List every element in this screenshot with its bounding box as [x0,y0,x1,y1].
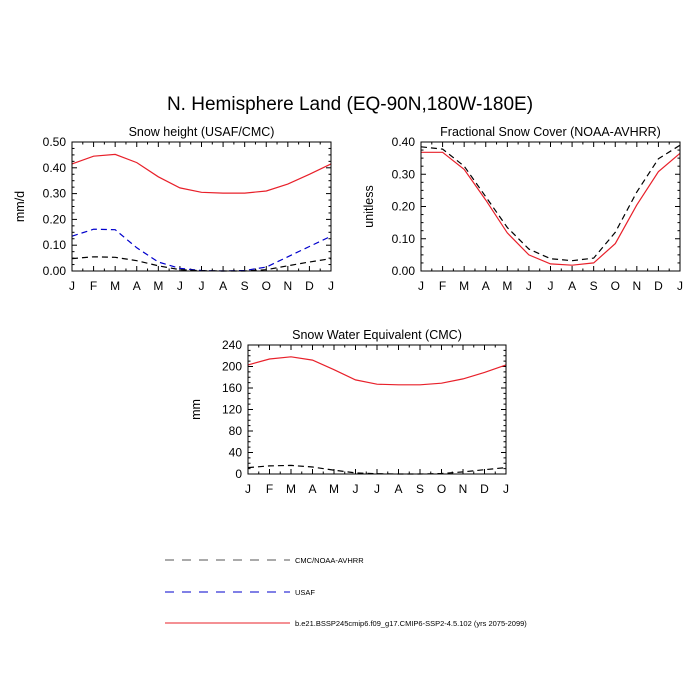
y-tick-label: 40 [229,446,243,460]
x-tick-label: D [480,482,489,496]
x-tick-label: J [548,279,554,293]
x-tick-label: A [482,279,490,293]
legend-label: CMC/NOAA-AVHRR [295,556,364,565]
x-tick-label: J [374,482,380,496]
x-tick-label: J [526,279,532,293]
x-tick-label: J [503,482,509,496]
y-tick-label: 0.00 [43,264,67,278]
x-tick-label: M [459,279,469,293]
x-tick-label: S [416,482,424,496]
y-tick-label: 0.10 [392,232,416,246]
x-tick-label: S [590,279,598,293]
series-line-obs [247,464,507,475]
panel-1: Snow height (USAF/CMC)mm/dJ F M A M J J A S O N D J0… [13,125,334,293]
series-line-model [71,153,332,194]
y-tick-label: 0.20 [392,200,416,214]
series-line-model [421,151,681,266]
x-tick-label: M [286,482,296,496]
y-tick-label: 0.40 [392,135,416,149]
y-tick-label: 160 [222,381,242,395]
plot-frame [247,344,507,475]
x-tick-label: A [133,279,141,293]
panel-2: Fractional Snow Cover (NOAA-AVHRR) unitle… [362,125,683,293]
x-tick-label: O [262,279,271,293]
legend: CMC/NOAA-AVHRR USAF b.e21.BSSP245cmip6.f09… [165,556,527,628]
y-tick-label: 120 [222,403,242,417]
y-tick-label: 0.20 [43,212,67,226]
x-tick-label: M [153,279,163,293]
x-tick-label: N [632,279,641,293]
x-tick-label: D [305,279,314,293]
x-tick-label: J [677,279,683,293]
legend-entry: CMC/NOAA-AVHRR [165,556,364,565]
legend-entry: b.e21.BSSP245cmip6.f09_g17.CMIP6-SSP2-4.… [165,619,527,628]
plot-frame [71,141,332,272]
y-tick-label: 240 [222,338,242,352]
figure-title: N. Hemisphere Land (EQ-90N,180W-180E) [167,94,533,115]
y-tick-label: 80 [229,424,243,438]
x-tick-label: D [654,279,663,293]
y-tick-label: 0.00 [392,264,416,278]
x-tick-label: M [329,482,339,496]
x-tick-label: F [439,279,446,293]
series-line-model [247,356,507,386]
x-tick-label: M [502,279,512,293]
panel-title: Snow Water Equivalent (CMC) [292,328,462,342]
plot-frame [420,141,681,272]
x-tick-label: J [328,279,334,293]
panel-3: Snow Water Equivalent (CMC)mmJ F M A M J J A S O N… [189,328,509,496]
x-tick-label: J [69,279,75,293]
x-tick-label: A [394,482,402,496]
x-tick-label: A [308,482,316,496]
x-tick-label: F [266,482,273,496]
y-axis-label: unitless [362,185,376,227]
x-tick-label: A [568,279,576,293]
x-tick-label: N [283,279,292,293]
x-tick-label: J [199,279,205,293]
x-tick-label: O [437,482,446,496]
x-tick-label: J [177,279,183,293]
x-tick-label: A [219,279,227,293]
panel-title: Snow height (USAF/CMC) [129,125,275,139]
y-tick-label: 0.10 [43,238,67,252]
legend-label: b.e21.BSSP245cmip6.f09_g17.CMIP6-SSP2-4.… [295,619,527,628]
y-tick-label: 0.40 [43,161,67,175]
x-tick-label: F [90,279,97,293]
x-tick-label: O [611,279,620,293]
x-tick-label: J [353,482,359,496]
series-line-obs [420,144,681,262]
y-tick-label: 0.50 [43,135,67,149]
x-tick-label: N [459,482,468,496]
x-tick-label: J [418,279,424,293]
panels: Snow height (USAF/CMC)mm/dJ F M A M J J A S O N D J0… [13,125,683,496]
x-tick-label: J [245,482,251,496]
y-axis-label: mm [189,399,203,420]
y-tick-label: 0.30 [43,187,67,201]
y-axis-label: mm/d [13,191,27,222]
y-tick-label: 0.30 [392,167,416,181]
x-tick-label: M [110,279,120,293]
legend-entry: USAF [165,588,315,597]
y-tick-label: 0 [235,467,242,481]
y-tick-label: 200 [222,360,242,374]
x-tick-label: S [241,279,249,293]
panel-title: Fractional Snow Cover (NOAA-AVHRR) [440,125,661,139]
legend-label: USAF [295,588,315,597]
